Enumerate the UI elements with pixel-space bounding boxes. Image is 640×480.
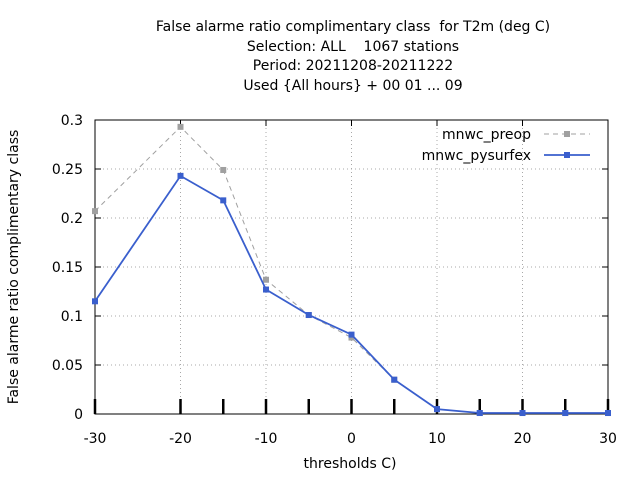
data-point-mnwc_pysurfex [434, 406, 440, 413]
title-line-2: Selection: ALL 1067 stations [246, 38, 460, 55]
data-point-mnwc_pysurfex [92, 298, 98, 305]
series-line-mnwc_preop [94, 126, 608, 414]
x-tick-label: -20 [169, 431, 192, 447]
title-line-1: False alarme ratio complimentary class f… [155, 19, 551, 35]
data-point-mnwc_pysurfex [177, 172, 184, 179]
data-point-mnwc_pysurfex [263, 286, 269, 293]
data-point-mnwc_pysurfex [305, 312, 312, 319]
x-tick-label: -10 [255, 431, 278, 447]
legend-marker-mnwc_preop [564, 131, 570, 137]
x-tick-label: 0 [347, 431, 356, 447]
x-tick-label: -30 [84, 431, 107, 447]
y-tick-label: 0.25 [52, 162, 83, 178]
y-tick-label: 0.3 [61, 113, 83, 129]
y-tick-label: 0.15 [52, 260, 83, 276]
y-tick-label: 0.2 [61, 211, 83, 227]
data-point-mnwc_preop [263, 276, 269, 283]
data-point-mnwc_pysurfex [391, 376, 398, 383]
data-point-mnwc_preop [177, 123, 184, 130]
legend-marker-mnwc_pysurfex [564, 152, 570, 158]
title-line-4: Used {All hours} + 00 01 ... 09 [243, 77, 463, 94]
x-axis-label: thresholds C) [303, 456, 397, 472]
data-point-mnwc_pysurfex [476, 410, 483, 417]
x-tick-label: 30 [599, 431, 617, 447]
legend-label-mnwc_preop: mnwc_preop [442, 127, 531, 143]
x-tick-label: 20 [514, 431, 532, 447]
x-tick-label: 10 [428, 431, 446, 447]
legend-label-mnwc_pysurfex: mnwc_pysurfex [422, 148, 531, 164]
data-point-mnwc_pysurfex [220, 197, 227, 204]
data-point-mnwc_preop [92, 208, 98, 215]
y-tick-label: 0.05 [52, 358, 83, 374]
chart-title: False alarme ratio complimentary class f… [0, 18, 640, 96]
y-tick-label: 0.1 [61, 309, 83, 325]
series-line-mnwc_pysurfex [94, 174, 608, 414]
data-point-mnwc_pysurfex [519, 410, 526, 417]
y-tick-label: 0 [74, 407, 83, 423]
title-line-3: Period: 20211208-20211222 [252, 58, 454, 74]
data-point-mnwc_preop [220, 166, 227, 173]
data-point-mnwc_pysurfex [562, 410, 569, 417]
data-point-mnwc_pysurfex [605, 410, 611, 417]
data-point-mnwc_pysurfex [348, 331, 355, 338]
